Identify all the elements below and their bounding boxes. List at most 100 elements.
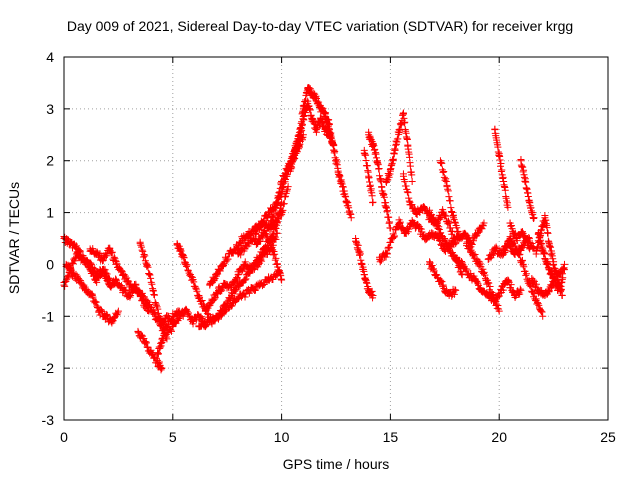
data-point-interp [146,271,154,279]
data-point-interp [445,193,453,201]
data-point [225,250,233,258]
data-point-interp [233,274,241,282]
data-point [86,260,94,268]
data-point-interp [152,300,160,308]
data-point [241,276,249,284]
data-point [517,157,525,165]
data-point [458,271,466,279]
data-point [175,307,183,315]
data-point-interp [450,290,458,298]
data-point-interp [505,277,513,285]
data-point-interp [102,252,110,260]
data-point [517,286,525,294]
data-point-interp [167,327,175,335]
data-point-interp [220,261,228,269]
data-point [463,240,471,248]
data-point-interp [368,192,376,200]
data-point-interp [446,224,454,232]
data-point [154,349,162,357]
data-point-interp [137,241,145,249]
data-point [526,198,534,206]
data-point [404,141,412,149]
data-point-interp [406,162,414,170]
data-point-interp [147,274,155,282]
data-point-interp [114,309,122,317]
data-point-interp [255,226,263,234]
data-point-interp [92,298,100,306]
data-point-interp [224,255,232,263]
data-point [439,209,447,217]
data-point [286,167,294,175]
data-point-interp [202,322,210,330]
data-point-interp [154,305,162,313]
data-point [273,198,281,206]
data-point [82,286,90,294]
data-point [356,250,364,258]
data-point [484,255,492,263]
data-point [347,214,355,222]
data-point [88,292,96,300]
data-point [504,276,512,284]
data-point [308,89,316,97]
data-point [304,100,312,108]
data-point-interp [490,295,498,303]
data-point [299,115,307,123]
data-point-interp [458,270,466,278]
data-point [247,266,255,274]
data-point-interp [442,212,450,220]
data-point [265,209,273,217]
data-point [482,276,490,284]
data-point-interp [401,229,409,237]
data-point [491,245,499,253]
data-point [221,307,229,315]
data-point-interp [448,208,456,216]
data-point-interp [474,280,482,288]
data-point-interp [103,250,111,258]
data-point [330,146,338,154]
data-point-interp [259,218,267,226]
data-point-interp [478,225,486,233]
data-point [258,219,266,227]
data-point-interp [140,250,148,258]
data-point-interp [440,168,448,176]
y-axis-label: SDTVAR / TECUs [6,181,22,295]
data-point [334,167,342,175]
data-point [278,209,286,217]
data-point-interp [272,225,280,233]
data-point [256,281,264,289]
data-point [369,292,377,300]
data-point-interp [112,275,120,283]
data-point-interp [481,271,489,279]
data-point-interp [368,287,376,295]
data-point-interp [89,293,97,301]
data-point [402,229,410,237]
data-point-interp [242,290,250,298]
data-point-interp [215,266,223,274]
data-point [238,292,246,300]
data-point-interp [404,189,412,197]
points-layer [60,84,568,374]
data-point-interp [491,296,499,304]
data-point [214,286,222,294]
data-point [389,235,397,242]
data-point-interp [145,270,153,278]
data-point-interp [437,276,445,284]
data-point-interp [93,302,101,310]
data-point-interp [233,295,241,303]
data-point-interp [408,171,416,179]
data-point [73,245,81,253]
data-point-interp [435,226,443,234]
data-point-interp [151,309,159,317]
data-point [188,317,196,325]
data-point-interp [480,270,488,278]
data-point [419,203,427,211]
x-tick-label: 20 [491,429,507,445]
data-point [136,240,144,248]
data-point [182,307,190,315]
data-point-interp [167,326,175,334]
data-point [473,229,481,237]
data-point-interp [267,217,275,225]
data-point-interp [227,302,235,310]
data-point [321,115,329,123]
data-point [173,240,181,248]
